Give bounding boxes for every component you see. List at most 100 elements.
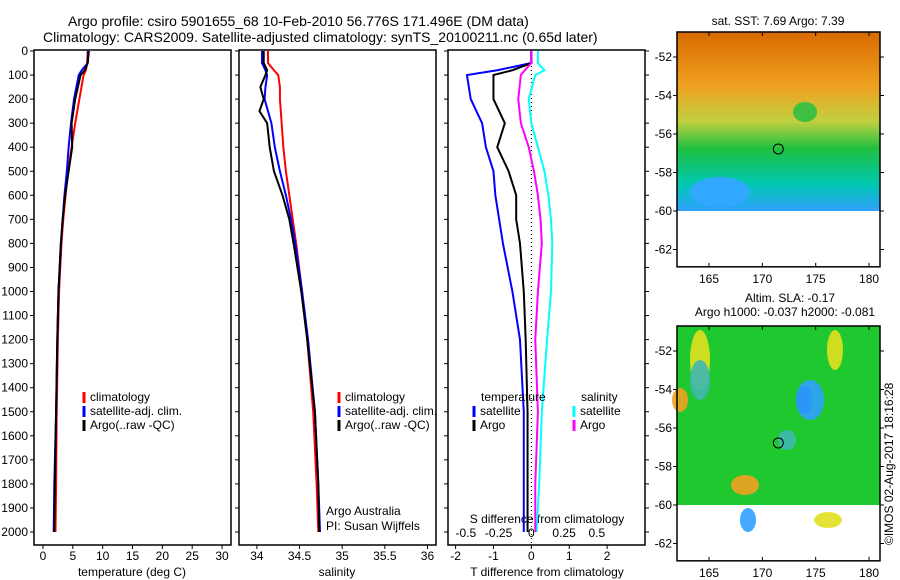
lon-tick-label: 165 xyxy=(699,566,719,580)
lat-tick-label: -52 xyxy=(655,344,673,358)
sst-map: 165 170 175 180 -52 -54 -56 -58 -60 -62 xyxy=(655,31,884,286)
y-tick-label: 1700 xyxy=(1,453,28,467)
x2-tick-label: -0.25 xyxy=(485,526,513,540)
x-tick-label: 0 xyxy=(40,549,47,563)
x-tick-label: 2 xyxy=(604,549,611,563)
sla-field xyxy=(677,326,880,505)
title-line-1: Argo profile: csiro 5901655_68 10-Feb-20… xyxy=(68,13,529,29)
y-tick-label: 1400 xyxy=(1,381,28,395)
x-tick-label: 34 xyxy=(250,549,264,563)
x-tick-label: 15 xyxy=(126,549,140,563)
credit-text: ©IMOS 02-Aug-2017 18:16:28 xyxy=(882,382,896,545)
legend-label: Argo(..raw -QC) xyxy=(90,418,175,432)
salinity-panel-frame xyxy=(238,49,437,546)
sla-blob xyxy=(731,475,759,495)
y-tick-label: 900 xyxy=(8,260,28,274)
sla-blob xyxy=(690,360,710,400)
y-tick-label: 300 xyxy=(8,116,28,130)
x-tick-label: 30 xyxy=(215,549,229,563)
legend-label: satellite-adj. clim. xyxy=(345,404,437,418)
lat-tick-label: -62 xyxy=(655,537,673,551)
x-tick-label: 35 xyxy=(336,549,350,563)
sla-blob xyxy=(672,388,688,412)
sla-blob xyxy=(827,330,843,370)
y-tick-label: 1500 xyxy=(1,405,28,419)
x-tick-label: 10 xyxy=(96,549,110,563)
sla-map-subtitle: Argo h1000: -0.037 h2000: -0.081 xyxy=(695,305,875,319)
lat-tick-label: -54 xyxy=(655,89,673,103)
difference-panel-frame xyxy=(447,49,646,546)
lat-tick-label: -58 xyxy=(655,166,673,180)
sst-map-frame xyxy=(676,31,881,268)
sla-map-title: Altim. SLA: -0.17 xyxy=(745,291,835,305)
legend-label: Argo xyxy=(580,418,606,432)
x-tick-label: 20 xyxy=(156,549,170,563)
y-tick-label: 600 xyxy=(8,188,28,202)
x2-axis-label: S difference from climatology xyxy=(470,512,625,526)
lat-tick-label: -62 xyxy=(655,243,673,257)
x-axis-label: temperature (deg C) xyxy=(78,565,186,579)
y-tick-label: 2000 xyxy=(1,525,28,539)
x-tick-label: 1 xyxy=(566,549,573,563)
legend-label: satellite xyxy=(480,404,521,418)
lon-tick-label: 175 xyxy=(806,566,826,580)
sla-map: 165 170 175 180 -52 -54 -56 -58 -60 -62 xyxy=(655,325,884,580)
sla-blob xyxy=(740,508,756,532)
sst-blob xyxy=(793,102,817,122)
x-tick-label: 0 xyxy=(528,549,535,563)
y-tick-label: 400 xyxy=(8,140,28,154)
legend-label: Argo(..raw -QC) xyxy=(345,418,430,432)
lon-tick-label: 170 xyxy=(752,566,772,580)
y-tick-label: 200 xyxy=(8,92,28,106)
temperature-panel-frame xyxy=(33,49,232,546)
t-diff-argo xyxy=(492,51,533,532)
argo-location-marker xyxy=(772,437,784,449)
salinity-line-2 xyxy=(258,51,321,533)
y-tick-label: 1600 xyxy=(1,429,28,443)
y-tick-label: 800 xyxy=(8,236,28,250)
sla-blob xyxy=(796,380,824,420)
temperature-line-2 xyxy=(53,50,90,533)
lat-tick-label: -60 xyxy=(655,498,673,512)
x2-tick-label: 0 xyxy=(528,526,535,540)
annotation: PI: Susan Wijffels xyxy=(326,519,420,533)
sst-map-title: sat. SST: 7.69 Argo: 7.39 xyxy=(712,14,845,28)
x2-tick-label: 0.25 xyxy=(552,526,576,540)
x-tick-label: -1 xyxy=(488,549,499,563)
x-tick-label: 34.5 xyxy=(288,549,312,563)
y-tick-label: 1900 xyxy=(1,501,28,515)
y-tick-label: 0 xyxy=(21,44,28,58)
lat-tick-label: -54 xyxy=(655,383,673,397)
lat-tick-label: -58 xyxy=(655,460,673,474)
lon-tick-label: 170 xyxy=(752,272,772,286)
argo-location-marker xyxy=(772,143,784,155)
y-tick-label: 500 xyxy=(8,164,28,178)
x-axis-label: T difference from climatology xyxy=(470,565,624,579)
legend-label: Argo xyxy=(480,418,506,432)
lon-tick-label: 180 xyxy=(859,566,879,580)
t-diff-satellite xyxy=(465,51,533,532)
x2-tick-label: 0.5 xyxy=(589,526,606,540)
sla-map-frame xyxy=(676,325,881,562)
x-tick-label: 25 xyxy=(186,549,200,563)
y-tick-label: 1800 xyxy=(1,477,28,491)
x-tick-label: 35.5 xyxy=(373,549,397,563)
legend-label: satellite xyxy=(580,404,621,418)
lat-tick-label: -60 xyxy=(655,204,673,218)
annotation: Argo Australia xyxy=(326,504,401,518)
salinity-line-0 xyxy=(266,51,320,533)
s-diff-argo xyxy=(517,51,543,532)
y-tick-label: 1000 xyxy=(1,285,28,299)
y-tick-label: 1300 xyxy=(1,357,28,371)
x2-tick-label: -0.5 xyxy=(456,526,477,540)
y-tick-label: 700 xyxy=(8,212,28,226)
s-diff-satellite xyxy=(527,51,554,533)
y-tick-label: 1200 xyxy=(1,333,28,347)
y-tick-label: 100 xyxy=(8,68,28,82)
x-tick-label: -2 xyxy=(450,549,461,563)
legend-label: climatology xyxy=(345,390,405,404)
lon-tick-label: 175 xyxy=(806,272,826,286)
legend-title: temperature xyxy=(481,390,546,404)
